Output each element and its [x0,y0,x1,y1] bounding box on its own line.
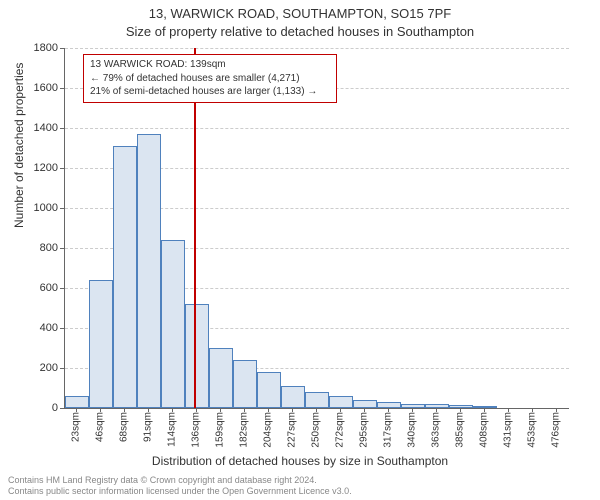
xtick-label: 136sqm [191,412,202,448]
ytick-label: 800 [8,242,58,254]
ytick-mark [60,368,64,369]
chart-container: 13, WARWICK ROAD, SOUTHAMPTON, SO15 7PF … [0,0,600,500]
histogram-bar [185,304,209,408]
footer-line2: Contains public sector information licen… [8,486,352,497]
xtick-label: 317sqm [383,412,394,448]
xtick-label: 385sqm [455,412,466,448]
xtick-label: 68sqm [119,412,130,442]
ytick-label: 0 [8,402,58,414]
x-axis-label: Distribution of detached houses by size … [0,454,600,468]
histogram-bar [65,396,89,408]
footer-line1: Contains HM Land Registry data © Crown c… [8,475,352,486]
ytick-mark [60,128,64,129]
histogram-bar [113,146,137,408]
xtick-label: 340sqm [407,412,418,448]
callout-box: 13 WARWICK ROAD: 139sqm ← 79% of detache… [83,54,337,103]
ytick-mark [60,288,64,289]
ytick-mark [60,408,64,409]
histogram-bar [137,134,161,408]
histogram-bar [305,392,329,408]
xtick-label: 227sqm [287,412,298,448]
xtick-label: 46sqm [95,412,106,442]
xtick-label: 408sqm [479,412,490,448]
xtick-label: 453sqm [527,412,538,448]
ytick-label: 1600 [8,82,58,94]
ytick-label: 1400 [8,122,58,134]
xtick-label: 431sqm [503,412,514,448]
histogram-bar [329,396,353,408]
histogram-bar [473,406,497,408]
ytick-mark [60,328,64,329]
histogram-bar [449,405,473,408]
xtick-label: 204sqm [263,412,274,448]
ytick-label: 1800 [8,42,58,54]
callout-line3: 21% of semi-detached houses are larger (… [90,85,330,99]
gridline [65,48,569,49]
histogram-bar [401,404,425,408]
xtick-label: 182sqm [239,412,250,448]
histogram-bar [233,360,257,408]
footer-attribution: Contains HM Land Registry data © Crown c… [8,475,352,497]
histogram-bar [353,400,377,408]
xtick-label: 272sqm [335,412,346,448]
plot-area: 13 WARWICK ROAD: 139sqm ← 79% of detache… [64,48,569,409]
ytick-label: 1200 [8,162,58,174]
histogram-bar [257,372,281,408]
ytick-mark [60,208,64,209]
xtick-label: 23sqm [71,412,82,442]
gridline [65,128,569,129]
xtick-label: 476sqm [551,412,562,448]
chart-title-line1: 13, WARWICK ROAD, SOUTHAMPTON, SO15 7PF [0,6,600,21]
ytick-label: 600 [8,282,58,294]
ytick-mark [60,48,64,49]
xtick-label: 91sqm [143,412,154,442]
histogram-bar [281,386,305,408]
xtick-label: 114sqm [167,412,178,447]
xtick-label: 159sqm [215,412,226,448]
xtick-label: 363sqm [431,412,442,448]
ytick-mark [60,248,64,249]
histogram-bar [377,402,401,408]
ytick-mark [60,168,64,169]
xtick-label: 295sqm [359,412,370,448]
xtick-label: 250sqm [311,412,322,448]
histogram-bar [209,348,233,408]
ytick-label: 1000 [8,202,58,214]
callout-line1: 13 WARWICK ROAD: 139sqm [90,58,330,72]
ytick-label: 400 [8,322,58,334]
ytick-label: 200 [8,362,58,374]
chart-title-line2: Size of property relative to detached ho… [0,24,600,39]
histogram-bar [161,240,185,408]
ytick-mark [60,88,64,89]
histogram-bar [425,404,449,408]
callout-line2: ← 79% of detached houses are smaller (4,… [90,72,330,86]
histogram-bar [89,280,113,408]
